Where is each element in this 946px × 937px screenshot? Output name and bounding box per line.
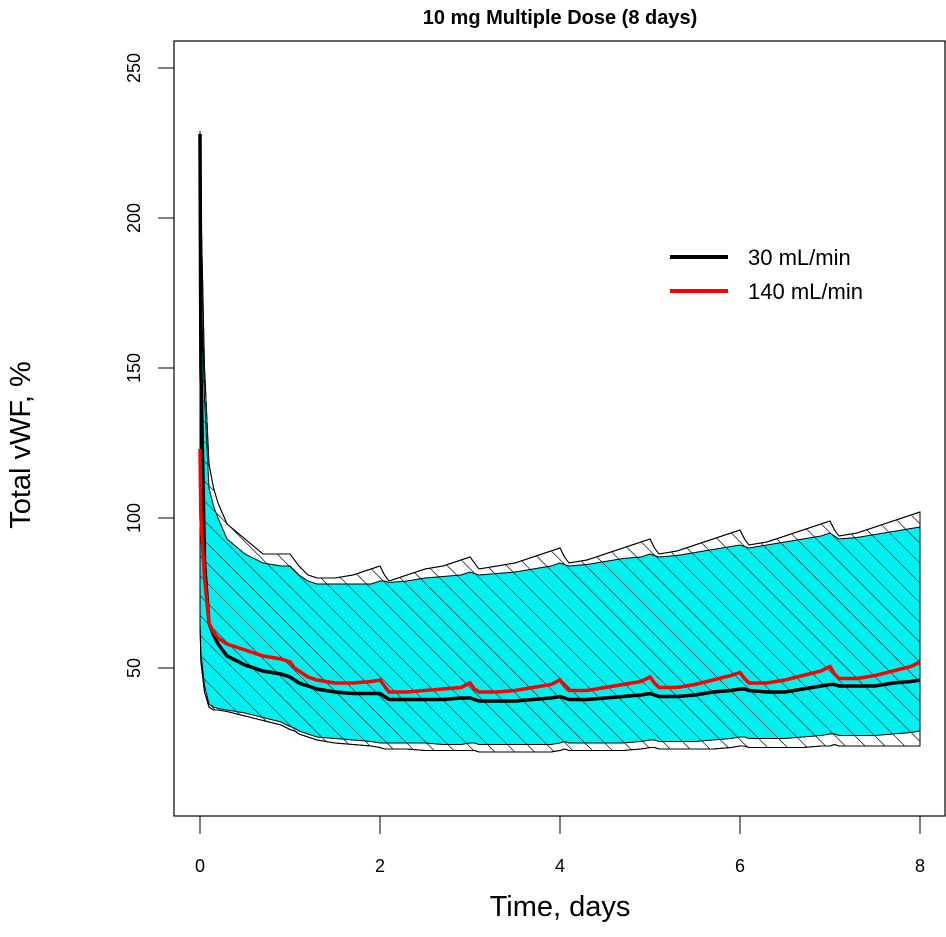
x-tick-label: 0 xyxy=(195,856,205,876)
ribbon-layer xyxy=(199,130,921,753)
legend: 30 mL/min 140 mL/min xyxy=(670,245,863,304)
x-tick-label: 2 xyxy=(375,856,385,876)
y-axis-title: Total vWF, % xyxy=(5,361,37,529)
y-tick-label: 250 xyxy=(124,53,144,83)
x-tick-label: 4 xyxy=(555,856,565,876)
y-tick-label: 50 xyxy=(124,658,144,678)
x-axis-title: Time, days xyxy=(490,891,631,923)
legend-label: 140 mL/min xyxy=(748,279,863,304)
band-30-ml-min-hatch-overlay xyxy=(199,130,921,753)
x-tick-label: 6 xyxy=(735,856,745,876)
legend-label: 30 mL/min xyxy=(748,245,851,270)
x-axis: 0 2 4 6 8 xyxy=(195,815,925,876)
y-tick-label: 150 xyxy=(124,353,144,383)
median-line-layer xyxy=(198,133,921,703)
chart-title: 10 mg Multiple Dose (8 days) xyxy=(423,7,698,29)
median-line-30-ml-min xyxy=(198,133,921,703)
x-tick-label: 8 xyxy=(915,856,925,876)
median-line-140-ml-min xyxy=(198,448,921,694)
y-tick-label: 200 xyxy=(124,203,144,233)
y-axis: 50 100 150 200 250 xyxy=(124,53,175,678)
y-tick-label: 100 xyxy=(124,503,144,533)
